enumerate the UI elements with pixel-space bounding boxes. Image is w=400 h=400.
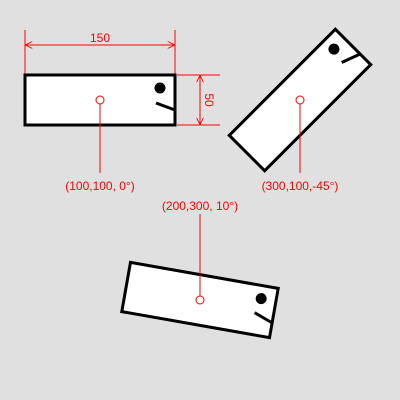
shape-2-origin-marker [295, 95, 305, 105]
width-dimension-label: 150 [90, 31, 110, 45]
shape-2-mouth [341, 52, 361, 64]
shape-3-mouth [253, 311, 273, 325]
width-dimension: 150 [24, 30, 176, 74]
shape-2-label: (300,100,-45°) [262, 179, 339, 193]
height-dimension: 50 [177, 74, 220, 126]
shape-1-mouth [155, 101, 176, 112]
shape-1-label: (100,100, 0°) [65, 179, 135, 193]
shape-2-eye [328, 43, 340, 55]
shape-1: (100,100, 0°) [23, 73, 177, 193]
shape-2: (300,100,-45°) [227, 27, 373, 193]
shape-3-label: (200,300, 10°) [162, 199, 238, 213]
shape-1-eye [154, 82, 166, 94]
shape-1-origin-marker [95, 95, 105, 105]
shape-3: (200,300, 10°) [120, 199, 280, 340]
height-dimension-label: 50 [202, 93, 216, 107]
shape-3-eye [255, 293, 267, 305]
shape-3-origin-marker [195, 295, 205, 305]
